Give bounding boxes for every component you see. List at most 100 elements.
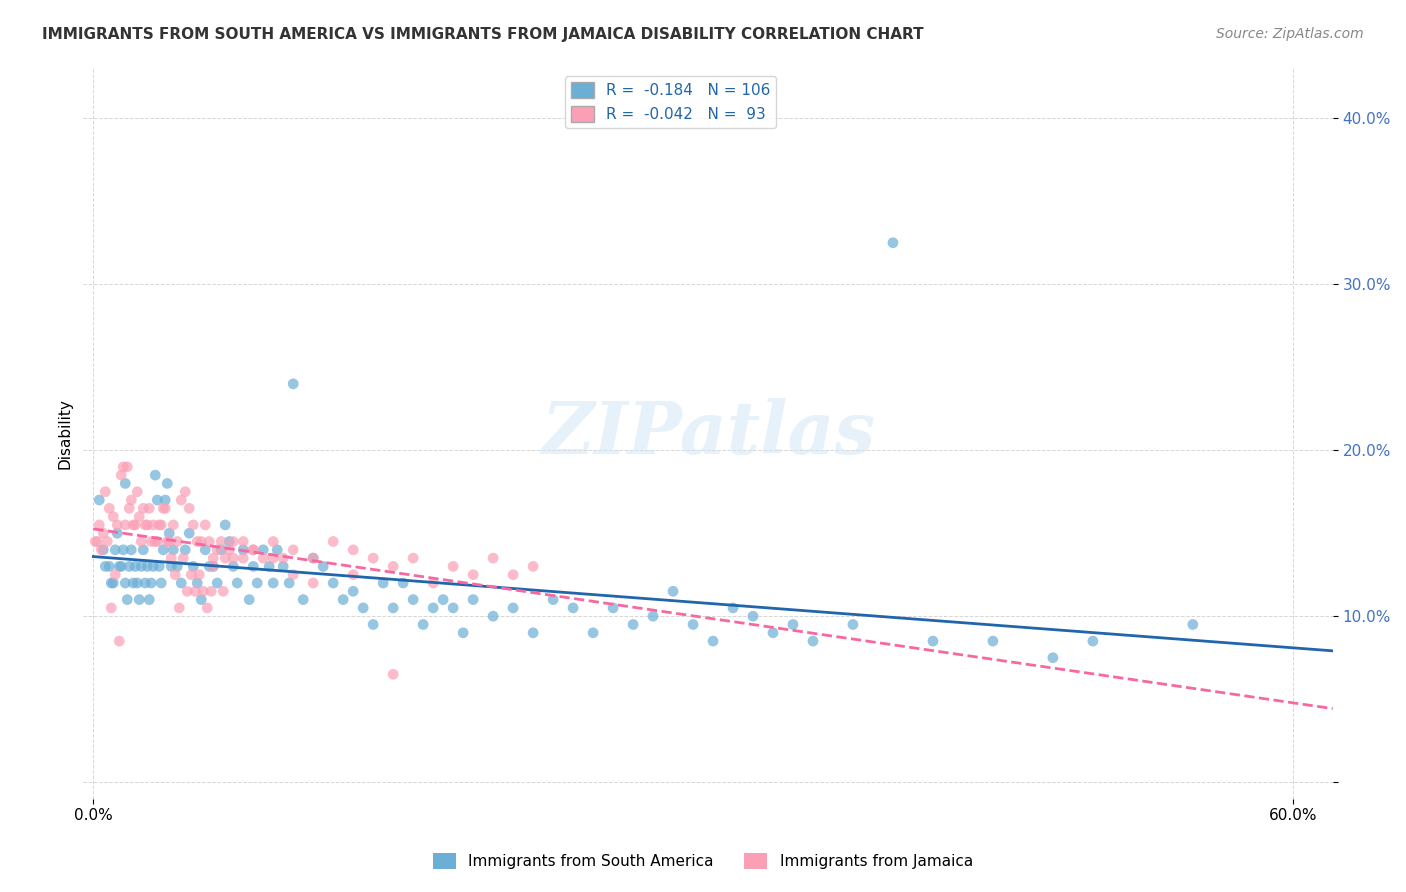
Point	[160, 559, 183, 574]
Point	[180, 567, 202, 582]
Point	[141, 534, 163, 549]
Point	[463, 592, 485, 607]
Point	[104, 542, 127, 557]
Point	[94, 559, 117, 574]
Point	[167, 601, 190, 615]
Point	[392, 576, 415, 591]
Point	[157, 526, 180, 541]
Point	[252, 551, 274, 566]
Point	[451, 625, 474, 640]
Point	[441, 601, 464, 615]
Point	[194, 517, 217, 532]
Point	[283, 542, 305, 557]
Point	[122, 517, 145, 532]
Point	[422, 601, 444, 615]
Point	[108, 559, 131, 574]
Point	[165, 567, 187, 582]
Point	[342, 542, 364, 557]
Point	[186, 576, 208, 591]
Point	[124, 559, 146, 574]
Point	[382, 559, 405, 574]
Point	[110, 559, 132, 574]
Point	[156, 534, 179, 549]
Point	[212, 584, 235, 599]
Point	[209, 542, 232, 557]
Point	[114, 517, 136, 532]
Point	[100, 601, 122, 615]
Point	[1042, 650, 1064, 665]
Point	[98, 559, 121, 574]
Point	[322, 576, 344, 591]
Point	[522, 559, 544, 574]
Point	[382, 667, 405, 681]
Point	[174, 542, 197, 557]
Point	[128, 509, 150, 524]
Point	[202, 559, 225, 574]
Point	[412, 617, 434, 632]
Point	[110, 468, 132, 483]
Point	[621, 617, 644, 632]
Point	[118, 501, 141, 516]
Point	[194, 542, 217, 557]
Point	[155, 501, 177, 516]
Point	[150, 576, 173, 591]
Point	[86, 534, 108, 549]
Point	[198, 534, 221, 549]
Point	[150, 517, 173, 532]
Point	[170, 576, 193, 591]
Point	[120, 493, 142, 508]
Point	[181, 559, 204, 574]
Point	[257, 559, 280, 574]
Point	[117, 592, 139, 607]
Point	[246, 576, 269, 591]
Point	[218, 534, 240, 549]
Point	[262, 551, 284, 566]
Point	[662, 584, 685, 599]
Point	[422, 576, 444, 591]
Point	[190, 534, 212, 549]
Point	[136, 559, 159, 574]
Point	[252, 542, 274, 557]
Point	[84, 534, 107, 549]
Point	[207, 542, 229, 557]
Point	[352, 601, 374, 615]
Point	[132, 542, 155, 557]
Point	[127, 576, 149, 591]
Point	[762, 625, 785, 640]
Point	[179, 501, 201, 516]
Point	[202, 559, 225, 574]
Point	[198, 559, 221, 574]
Point	[463, 567, 485, 582]
Point	[332, 592, 354, 607]
Point	[128, 592, 150, 607]
Point	[266, 542, 288, 557]
Point	[1081, 634, 1104, 648]
Point	[302, 551, 325, 566]
Point	[222, 534, 245, 549]
Point	[562, 601, 585, 615]
Point	[174, 484, 197, 499]
Point	[262, 534, 284, 549]
Point	[105, 517, 128, 532]
Point	[90, 542, 112, 557]
Point	[120, 542, 142, 557]
Point	[402, 592, 425, 607]
Point	[361, 617, 384, 632]
Point	[302, 551, 325, 566]
Point	[271, 559, 294, 574]
Point	[981, 634, 1004, 648]
Point	[373, 576, 395, 591]
Point	[782, 617, 804, 632]
Point	[160, 551, 183, 566]
Point	[602, 601, 624, 615]
Point	[207, 576, 229, 591]
Point	[89, 493, 111, 508]
Point	[122, 576, 145, 591]
Point	[922, 634, 945, 648]
Legend: Immigrants from South America, Immigrants from Jamaica: Immigrants from South America, Immigrant…	[427, 847, 979, 875]
Point	[129, 534, 152, 549]
Point	[114, 476, 136, 491]
Legend: R =  -0.184   N = 106, R =  -0.042   N =  93: R = -0.184 N = 106, R = -0.042 N = 93	[565, 76, 776, 128]
Point	[801, 634, 824, 648]
Point	[96, 534, 118, 549]
